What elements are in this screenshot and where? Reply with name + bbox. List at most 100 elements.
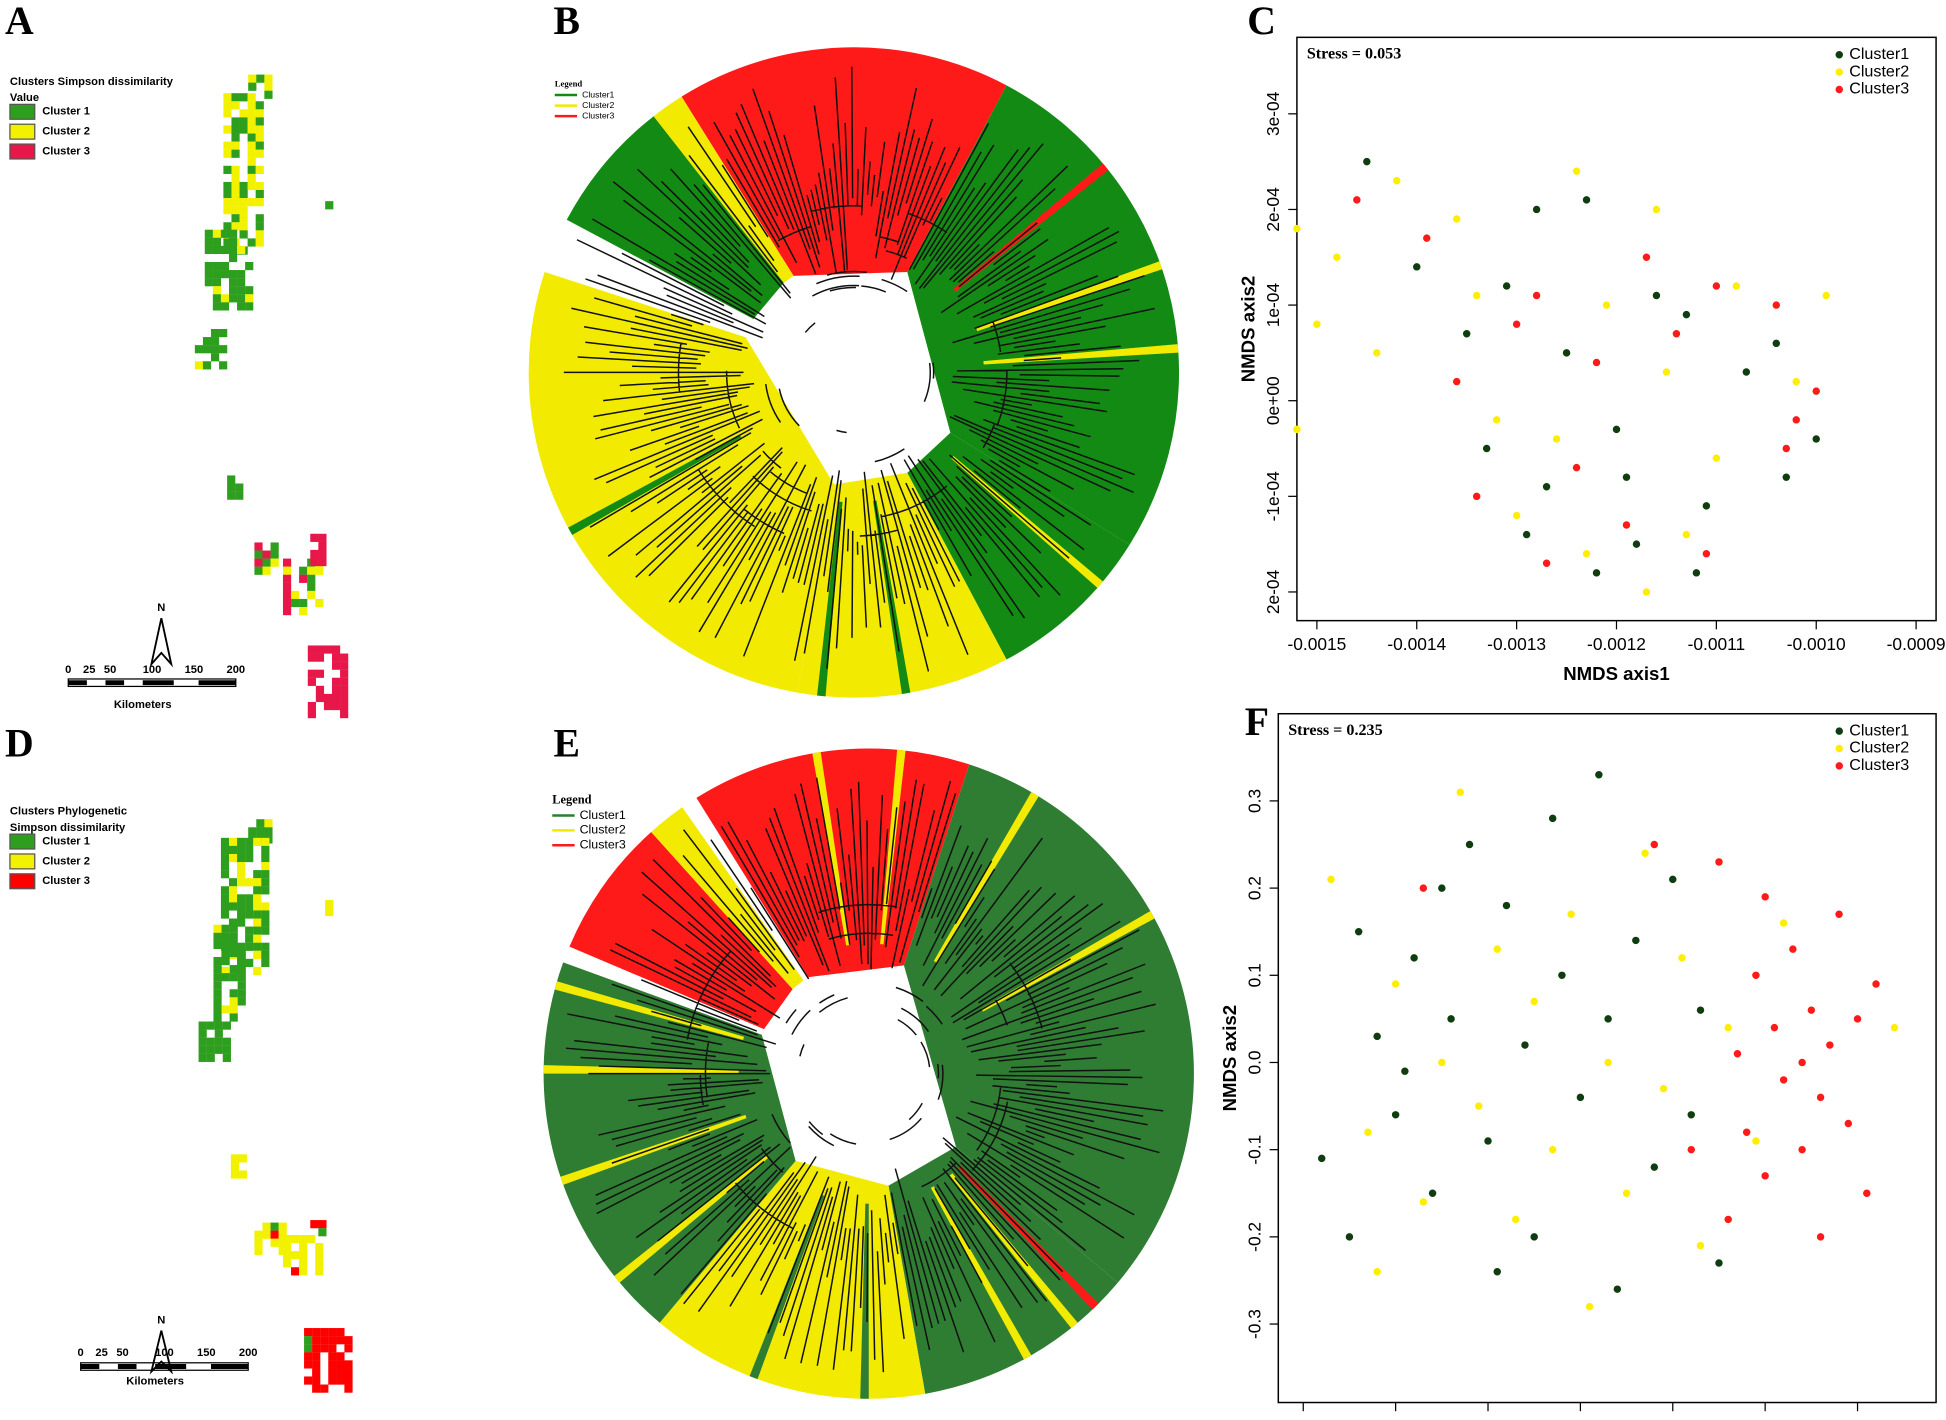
point bbox=[1662, 368, 1671, 376]
map-cell bbox=[213, 973, 222, 982]
map-cell bbox=[255, 125, 264, 134]
map-cell bbox=[202, 337, 212, 346]
point bbox=[1712, 454, 1721, 462]
map-cell bbox=[231, 214, 240, 223]
point bbox=[1552, 435, 1561, 443]
map-cell bbox=[312, 1368, 321, 1377]
map-cell bbox=[264, 74, 273, 83]
map-cell bbox=[247, 198, 256, 207]
map-cell bbox=[204, 261, 213, 271]
map-cell bbox=[237, 965, 246, 974]
map-cell bbox=[213, 940, 222, 950]
map-cell bbox=[315, 685, 325, 694]
point bbox=[1602, 301, 1611, 309]
map-cell bbox=[247, 109, 256, 118]
map-cell bbox=[227, 483, 236, 492]
legend-label: Cluster2 bbox=[1849, 62, 1909, 80]
map-cell bbox=[245, 926, 254, 935]
map-cell bbox=[223, 181, 232, 191]
map-cell bbox=[223, 125, 232, 134]
map-cell bbox=[239, 198, 248, 207]
map-cell bbox=[221, 1005, 230, 1014]
map-cell bbox=[254, 550, 263, 559]
map-cell bbox=[230, 1162, 240, 1171]
map-cell bbox=[247, 157, 256, 166]
point bbox=[1585, 1302, 1594, 1311]
point bbox=[1761, 893, 1769, 901]
map-cell bbox=[231, 101, 240, 110]
map-cell bbox=[213, 965, 222, 974]
map-cell bbox=[204, 237, 213, 246]
legend-label: Cluster3 bbox=[1849, 80, 1909, 98]
map-cell bbox=[264, 819, 273, 828]
map-cell bbox=[202, 345, 212, 354]
point bbox=[1642, 588, 1651, 596]
map-cell bbox=[304, 1360, 313, 1369]
map-cell bbox=[318, 557, 327, 567]
map-cell bbox=[320, 1328, 329, 1337]
map-cell bbox=[221, 948, 230, 958]
map-cell bbox=[261, 942, 270, 951]
map-cell bbox=[198, 1037, 207, 1046]
map-cell bbox=[228, 229, 238, 238]
map-cell bbox=[213, 997, 222, 1006]
map-cell bbox=[282, 558, 292, 567]
map-cell bbox=[239, 93, 248, 102]
map-cell bbox=[194, 361, 204, 370]
map-cell bbox=[340, 701, 349, 711]
map-cell bbox=[219, 328, 228, 338]
map-cell bbox=[247, 101, 256, 110]
map-cell bbox=[228, 902, 238, 911]
point bbox=[1812, 387, 1820, 395]
map-cell bbox=[237, 910, 246, 919]
map-cell bbox=[239, 189, 248, 199]
map bbox=[198, 819, 353, 1393]
map-cell bbox=[315, 1259, 324, 1268]
y-axis-label: NMDS axis2 bbox=[1238, 276, 1259, 383]
point bbox=[1650, 840, 1659, 849]
map-cell bbox=[237, 278, 246, 287]
clade-stripe bbox=[930, 1186, 1032, 1360]
point bbox=[1318, 1154, 1326, 1163]
map-cell bbox=[310, 549, 319, 559]
plot-frame bbox=[1296, 36, 1937, 622]
map-cell bbox=[253, 926, 262, 935]
map-cell bbox=[231, 93, 240, 102]
map-cell bbox=[247, 125, 256, 134]
map-cell bbox=[315, 566, 324, 575]
tree-legend-title: Legend bbox=[555, 78, 583, 88]
map-cell bbox=[245, 902, 254, 911]
legend-label: Cluster1 bbox=[1849, 721, 1909, 739]
y-tick-label: 2e-04 bbox=[1263, 187, 1283, 232]
point bbox=[1452, 215, 1461, 223]
map-cell bbox=[231, 189, 240, 199]
map-cell bbox=[237, 853, 246, 863]
map-cell bbox=[228, 837, 238, 847]
map-cell bbox=[237, 997, 246, 1006]
map-cell bbox=[229, 948, 238, 958]
map-cell bbox=[331, 661, 341, 670]
point bbox=[1772, 301, 1781, 309]
point bbox=[1652, 291, 1661, 300]
north-label: N bbox=[157, 602, 165, 614]
point bbox=[1512, 1215, 1520, 1224]
map-cell bbox=[237, 862, 246, 871]
point bbox=[1826, 1041, 1834, 1049]
map-cell bbox=[307, 574, 316, 583]
point bbox=[1572, 463, 1581, 472]
y-tick-label: 3e-04 bbox=[1263, 91, 1283, 136]
map-cell bbox=[212, 245, 222, 255]
point bbox=[1812, 435, 1820, 443]
map-cell bbox=[247, 238, 256, 247]
map-cell bbox=[228, 294, 238, 303]
map-cell bbox=[299, 1243, 308, 1252]
point bbox=[1373, 1268, 1381, 1276]
map-cell bbox=[344, 1336, 353, 1345]
scale-label: 25 bbox=[95, 1347, 107, 1359]
map-cell bbox=[220, 853, 230, 863]
x-tick-label: -0.0013 bbox=[1487, 634, 1546, 654]
point bbox=[1472, 492, 1481, 501]
scatter-chart: -0.0015 -0.0014 -0.0013 -0.0012 -0.0011 -0.00… bbox=[1238, 36, 1946, 684]
map-cell bbox=[307, 701, 316, 711]
map-cell bbox=[223, 238, 232, 247]
